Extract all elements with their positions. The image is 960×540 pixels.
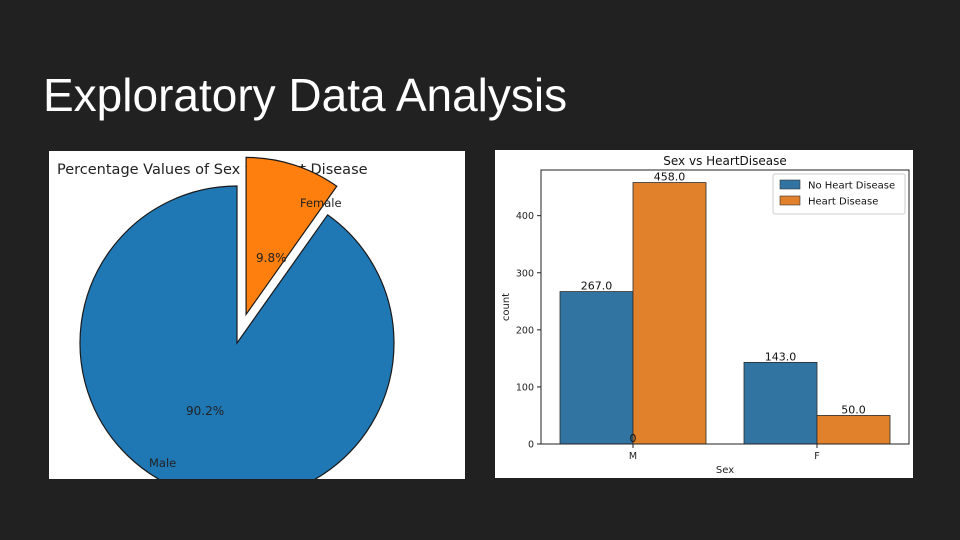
- bar-heart-disease-m: [632, 182, 707, 445]
- slide-title: Exploratory Data Analysis: [43, 69, 568, 121]
- y-tick-label: 400: [516, 211, 534, 222]
- y-tick-label: 100: [516, 382, 534, 393]
- bar-data-label: 50.0: [841, 403, 866, 416]
- bar-heart-disease-f: [816, 415, 891, 445]
- bar-data-label: 143.0: [765, 350, 797, 363]
- bar-no-heart-disease-m: [559, 291, 634, 445]
- x-tick-label: F: [814, 451, 819, 462]
- legend: No Heart Disease Heart Disease: [772, 173, 906, 215]
- x-tick-label: M: [629, 451, 637, 462]
- pie-label-female: Female: [300, 196, 342, 210]
- legend-label-heart-disease: Heart Disease: [808, 197, 878, 208]
- legend-label-no-heart-disease: No Heart Disease: [808, 181, 895, 192]
- bar-chart: Sex vs HeartDisease 0 100 200 300 400 M F 267.…: [501, 154, 910, 476]
- x-axis-label: Sex: [716, 465, 734, 476]
- y-tick-label: 200: [516, 325, 534, 336]
- pie-slice-male: [79, 185, 395, 479]
- y-tick-label: 300: [516, 268, 534, 279]
- pie-chart-panel: Percentage Values of Sex vs Heart Diseas…: [49, 151, 465, 479]
- legend-swatch-heart-disease: [779, 195, 801, 206]
- y-tick-label: 0: [528, 440, 534, 451]
- bar-data-label: 267.0: [581, 280, 613, 293]
- bar-chart-title: Sex vs HeartDisease: [663, 154, 786, 168]
- pie-chart-title: Percentage Values of Sex vs Heart Diseas…: [57, 162, 368, 178]
- legend-swatch-no-heart-disease: [779, 179, 801, 190]
- bar-data-label: 458.0: [654, 171, 686, 184]
- pie-value-label-female: 9.8%: [256, 251, 287, 265]
- pie-label-male: Male: [149, 456, 176, 470]
- bar-chart-panel: Sex vs HeartDisease 0 100 200 300 400 M F 267.…: [495, 150, 913, 478]
- bar-no-heart-disease-f: [743, 361, 818, 445]
- stray-zero-label: 0: [630, 432, 637, 445]
- pie-slice-female: [245, 156, 338, 317]
- pie-chart: Percentage Values of Sex vs Heart Diseas…: [57, 156, 395, 479]
- y-axis-label: count: [501, 293, 512, 321]
- plot-frame: [540, 169, 910, 445]
- pie-value-label-male: 90.2%: [186, 404, 224, 418]
- legend-box: [772, 173, 906, 215]
